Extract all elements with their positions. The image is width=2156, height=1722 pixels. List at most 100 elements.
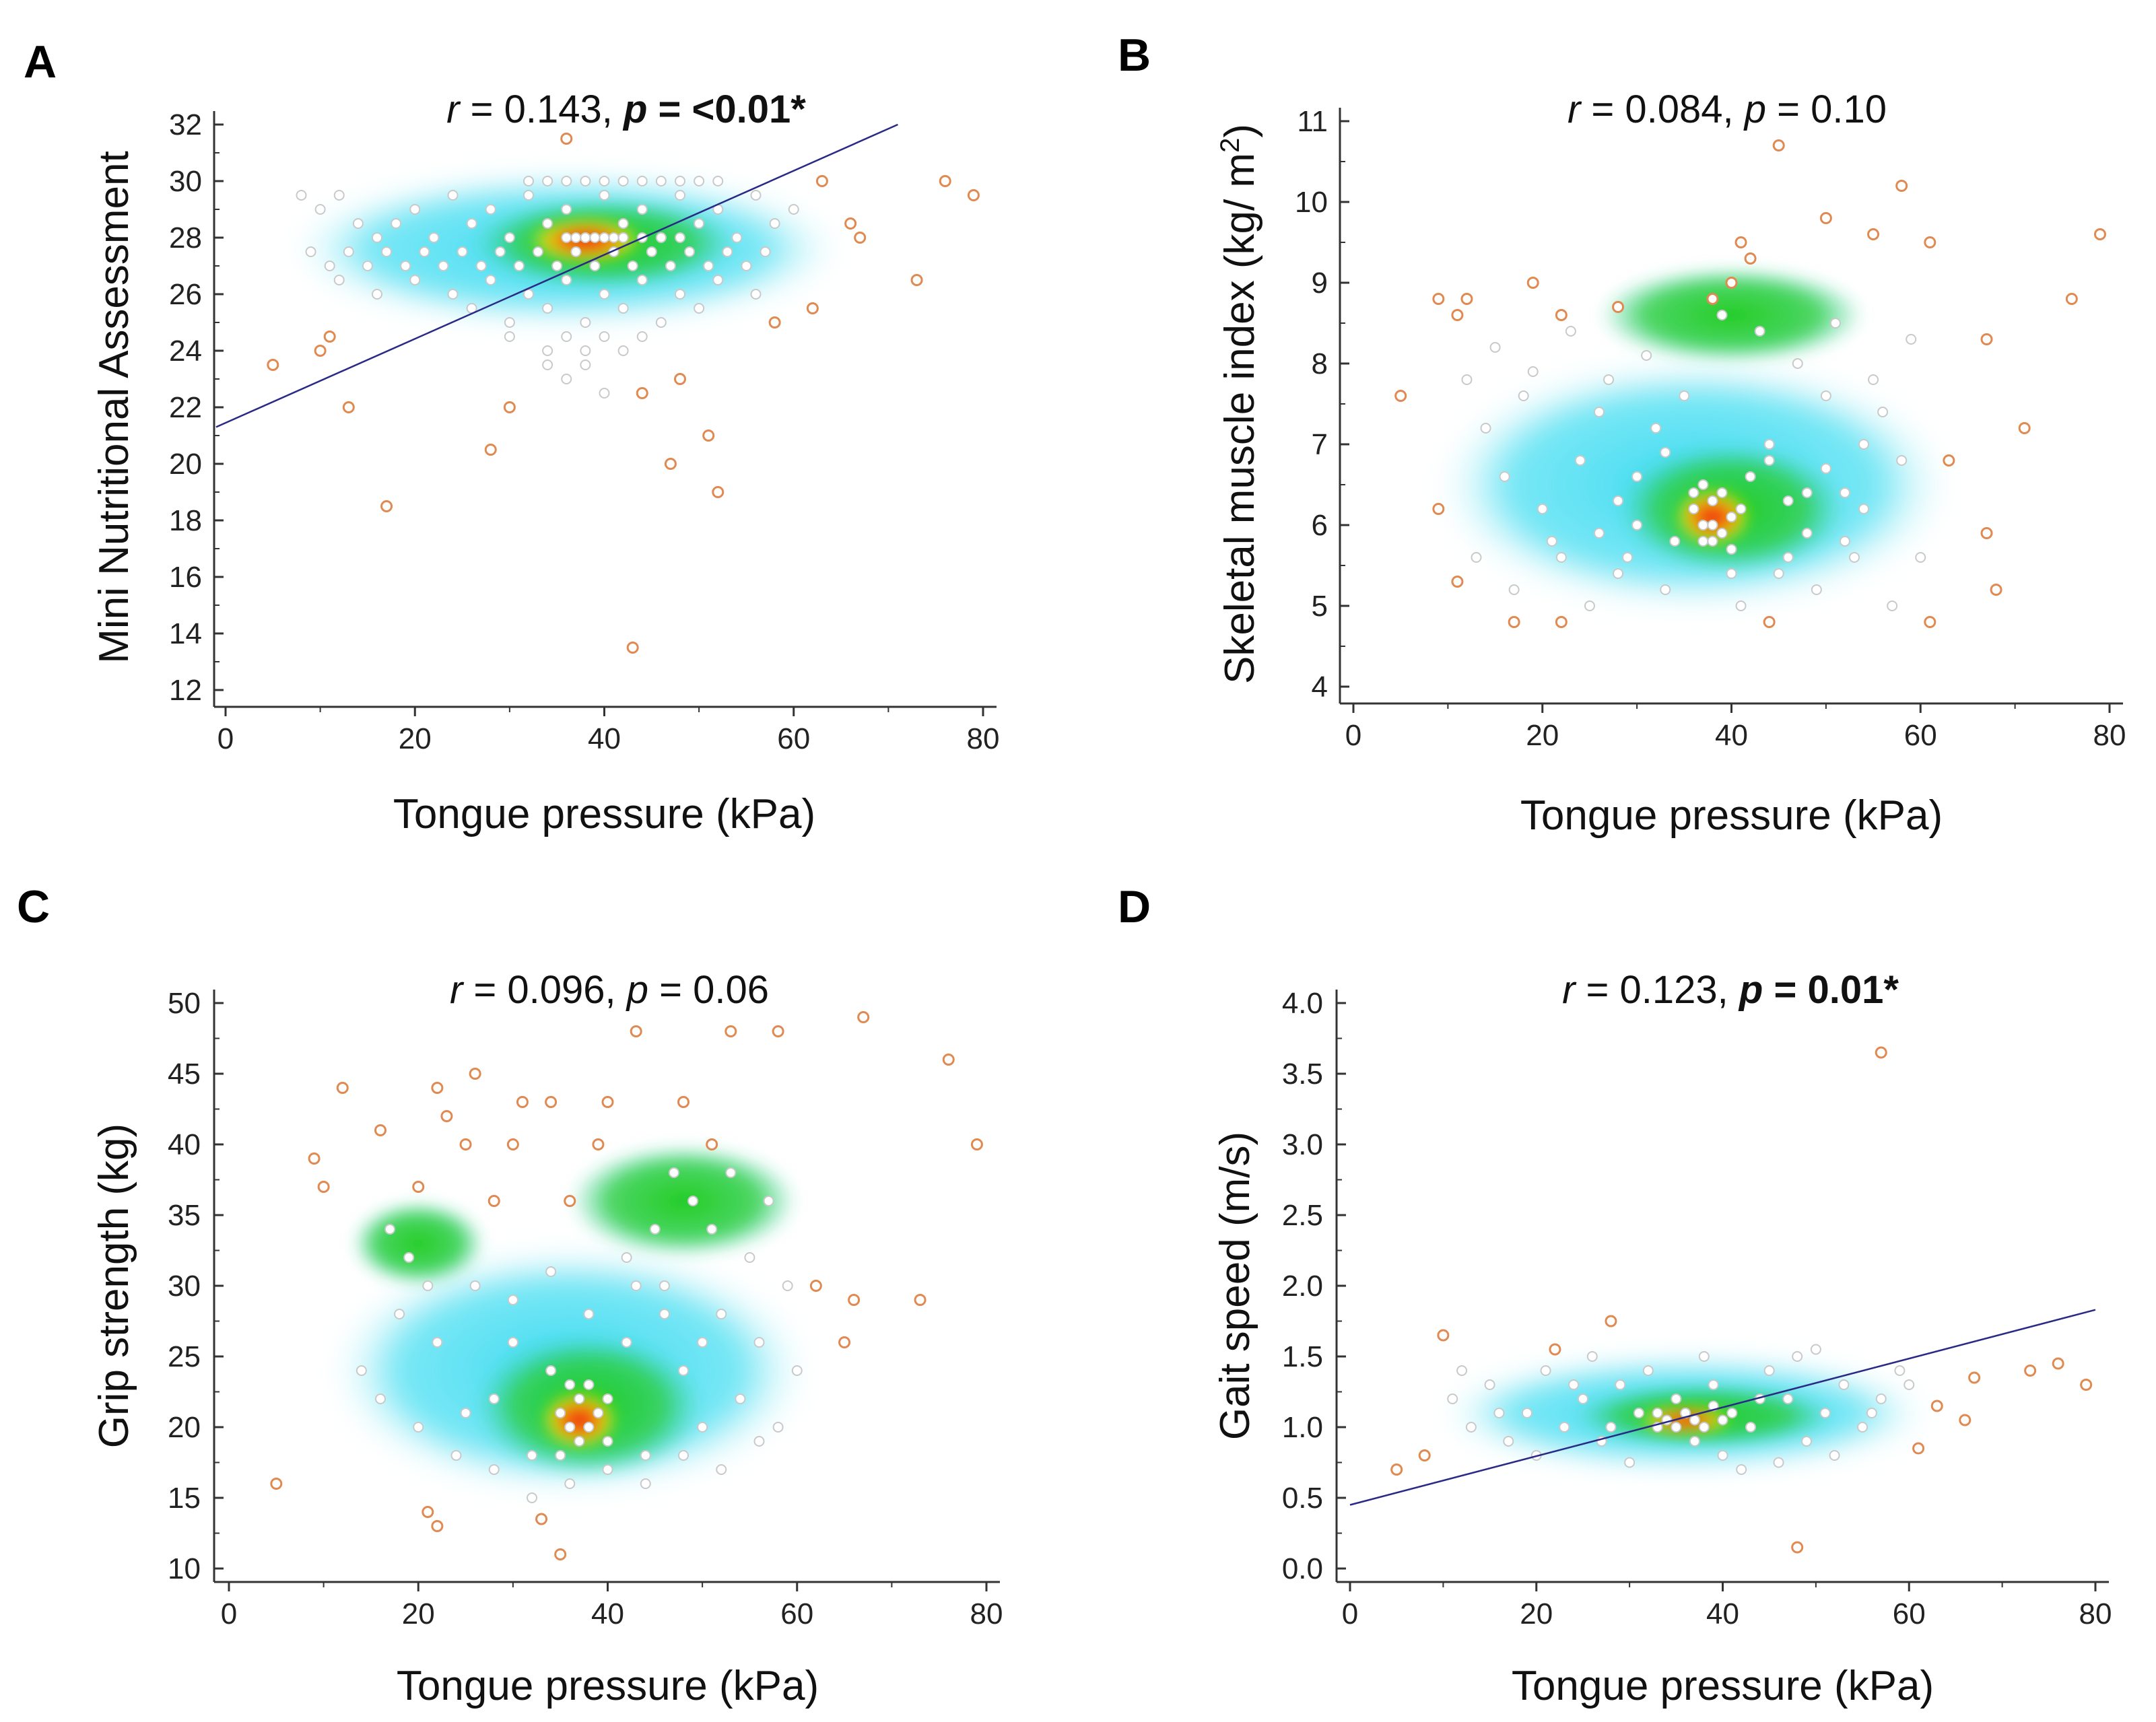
data-point [1763, 455, 1775, 466]
data-point [599, 388, 610, 399]
outlier-point [1451, 309, 1464, 321]
outlier-point [1526, 277, 1539, 289]
data-point [753, 1337, 765, 1348]
data-point [450, 1450, 462, 1461]
data-point [422, 1280, 434, 1291]
r-symbol: r [450, 968, 465, 1012]
outlier-point [1990, 584, 2002, 596]
x-tick-label: 60 [1904, 719, 1937, 752]
data-point [706, 1224, 718, 1235]
outlier-point [1980, 333, 1993, 345]
data-point [400, 261, 411, 271]
data-point [466, 218, 477, 229]
data-point [384, 1224, 396, 1235]
outlier-point [674, 373, 686, 385]
data-points [356, 1167, 803, 1503]
outlier-point [342, 401, 355, 413]
data-point [1763, 439, 1775, 450]
data-point [599, 289, 610, 300]
outlier-point [1772, 139, 1785, 151]
outlier-point [725, 1025, 737, 1037]
data-point [1613, 568, 1624, 579]
data-point [488, 1464, 500, 1475]
data-point [504, 317, 515, 328]
data-point [583, 1309, 595, 1319]
outlier-point [942, 1054, 955, 1066]
axes: 0 20 40 60 80 0.0 0.5 1.0 1.5 2.0 2.5 3.0 3.5 4.0 [1282, 987, 2112, 1630]
y-tick-label: 10 [168, 1552, 201, 1585]
outlier-point [1968, 1371, 1981, 1384]
data-point [1726, 1408, 1738, 1418]
axes: 0 20 40 60 80 10 15 20 25 30 35 40 45 50 [168, 987, 1003, 1630]
data-point [545, 1365, 557, 1376]
y-tick-label: 40 [168, 1128, 201, 1161]
y-tick-label: 0.0 [1282, 1552, 1323, 1585]
data-point [372, 232, 382, 243]
data-point [1671, 1393, 1682, 1404]
x-tick-label: 20 [1526, 719, 1559, 752]
data-point [1801, 528, 1813, 539]
data-point [649, 1224, 661, 1235]
data-point [523, 176, 534, 186]
data-point [750, 289, 762, 300]
data-point [1839, 487, 1850, 498]
y-tick-label: 3.5 [1282, 1058, 1323, 1091]
data-point [636, 275, 648, 285]
data-point [447, 289, 459, 300]
data-point [1915, 552, 1926, 563]
data-point [1763, 1365, 1775, 1376]
p-symbol: p [622, 88, 647, 131]
panel-label: B [1118, 30, 1151, 81]
outlier-point [768, 316, 781, 329]
data-point [589, 232, 601, 243]
data-point [712, 176, 724, 186]
outlier-point [1612, 301, 1625, 313]
data-point [580, 176, 591, 186]
data-point [675, 289, 685, 300]
data-point [1660, 584, 1671, 595]
data-point [580, 232, 591, 243]
density-blob [1675, 489, 1751, 545]
y-axis-label: Gait speed (m/s) [1212, 1132, 1258, 1440]
data-point [494, 246, 506, 257]
data-point [1489, 342, 1501, 353]
data-point [488, 1393, 500, 1404]
x-axis-label: Tongue pressure (kPa) [1520, 792, 1943, 839]
outlier-point [314, 345, 327, 357]
y-tick-label: 10 [1295, 186, 1328, 219]
outlier-point [1819, 212, 1832, 224]
data-point [627, 261, 638, 271]
data-point [561, 176, 572, 186]
data-point [542, 345, 553, 356]
data-point [608, 232, 619, 243]
outlier-point [630, 1025, 642, 1037]
y-tick-label: 18 [169, 504, 202, 537]
y-tick-label: 3.0 [1282, 1128, 1323, 1161]
outlier-point [967, 189, 980, 201]
outlier-point [844, 217, 857, 230]
y-tick-label: 11 [1297, 105, 1328, 138]
data-point [687, 1196, 699, 1206]
data-point [1603, 374, 1615, 385]
p-symbol: p [1738, 968, 1763, 1012]
data-point [750, 190, 762, 201]
data-point [675, 232, 685, 243]
outlier-point [706, 1138, 718, 1150]
data-point [731, 232, 743, 243]
y-tick-label: 32 [169, 108, 202, 141]
data-point [561, 331, 572, 342]
data-point [1801, 1436, 1813, 1447]
density-blob [351, 1201, 485, 1286]
outlier-point [1791, 1541, 1804, 1554]
outlier-points [270, 1011, 983, 1560]
y-tick-label: 28 [169, 221, 202, 254]
p-value: = 0.10 [1766, 88, 1887, 131]
r-value: = 0.096, [463, 968, 626, 1012]
outlier-point [1432, 293, 1445, 305]
data-point [602, 1393, 613, 1404]
data-point [621, 1252, 632, 1263]
outlier-point [712, 486, 725, 498]
density-heatmap [1429, 267, 1959, 614]
outlier-point [2052, 1357, 2064, 1370]
